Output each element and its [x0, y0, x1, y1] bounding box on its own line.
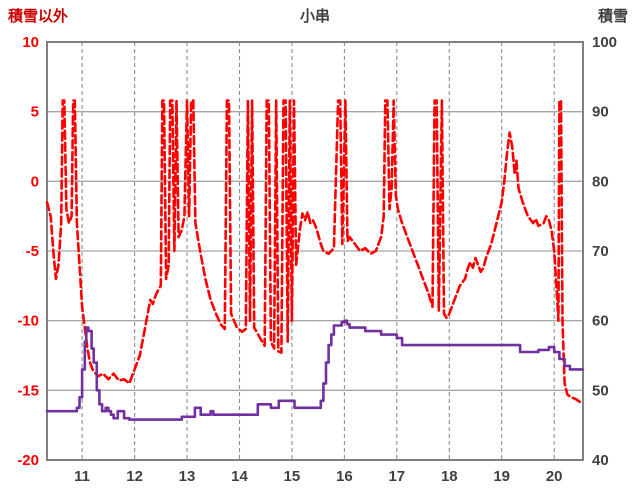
x-axis-tick: 12: [126, 468, 143, 485]
left-axis-title: 積雪以外: [8, 8, 69, 25]
right-axis-tick: 40: [592, 452, 609, 469]
series-line-right: [45, 319, 584, 421]
x-axis-tick: 14: [231, 468, 248, 485]
left-axis-tick: 10: [22, 34, 39, 51]
right-axis-tick: 100: [592, 34, 617, 51]
right-axis-title: 積雪: [597, 8, 628, 25]
x-axis-tick: 11: [74, 468, 90, 485]
right-axis-tick: 50: [592, 382, 609, 399]
right-axis-tick: 80: [592, 173, 609, 190]
right-axis-tick: 70: [592, 243, 609, 260]
x-axis-tick: 17: [388, 468, 405, 485]
x-axis-tick: 13: [179, 468, 196, 485]
left-axis-tick: -15: [17, 382, 39, 399]
chart-title: 小串: [299, 8, 330, 25]
x-axis-tick: 19: [493, 468, 510, 485]
left-axis-tick: 5: [31, 104, 39, 121]
plot-border: [46, 41, 584, 461]
x-axis-tick: 20: [546, 468, 563, 485]
left-axis-tick: -5: [26, 243, 39, 260]
series-line-left: [45, 99, 584, 406]
left-axis-tick: -20: [17, 452, 39, 469]
left-axis-tick: 0: [31, 173, 39, 190]
x-axis-tick: 15: [284, 468, 301, 485]
left-axis-tick: -10: [17, 313, 39, 330]
right-axis-tick: 60: [592, 313, 609, 330]
x-axis-tick: 18: [441, 468, 458, 485]
right-axis-tick: 90: [592, 104, 609, 121]
x-axis-tick: 16: [336, 468, 353, 485]
